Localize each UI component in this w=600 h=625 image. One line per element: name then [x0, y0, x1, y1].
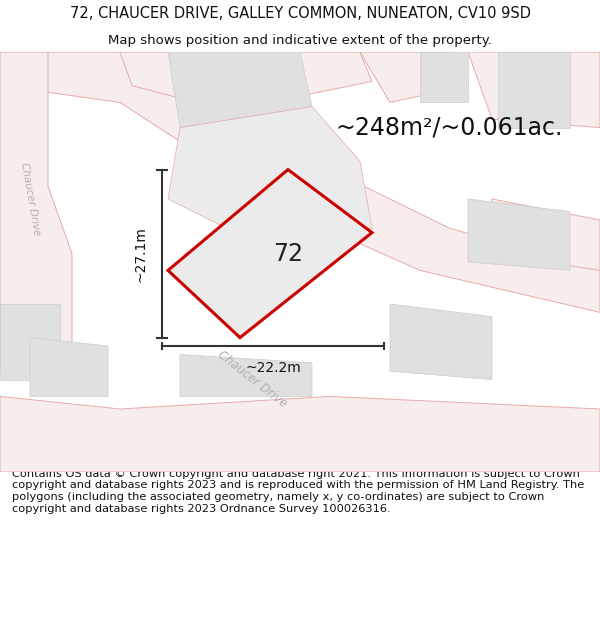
Polygon shape — [492, 199, 600, 271]
Polygon shape — [168, 169, 372, 338]
Text: ~22.2m: ~22.2m — [245, 361, 301, 375]
Polygon shape — [0, 304, 60, 379]
Text: ~27.1m: ~27.1m — [133, 226, 147, 281]
Polygon shape — [0, 396, 600, 472]
Polygon shape — [168, 107, 372, 241]
Polygon shape — [360, 52, 468, 102]
Polygon shape — [498, 52, 570, 127]
Text: Contains OS data © Crown copyright and database right 2021. This information is : Contains OS data © Crown copyright and d… — [12, 469, 584, 514]
Polygon shape — [180, 354, 312, 396]
Text: 72: 72 — [273, 242, 303, 266]
Text: ~248m²/~0.061ac.: ~248m²/~0.061ac. — [336, 116, 563, 139]
Text: Chaucer Drive: Chaucer Drive — [19, 162, 41, 236]
Polygon shape — [0, 52, 600, 472]
Text: Chaucer Drive: Chaucer Drive — [215, 349, 289, 411]
Polygon shape — [0, 52, 72, 367]
Polygon shape — [168, 52, 312, 127]
Polygon shape — [120, 52, 372, 111]
Polygon shape — [468, 199, 570, 271]
Text: 72, CHAUCER DRIVE, GALLEY COMMON, NUNEATON, CV10 9SD: 72, CHAUCER DRIVE, GALLEY COMMON, NUNEAT… — [70, 6, 530, 21]
Polygon shape — [0, 52, 600, 312]
Polygon shape — [420, 52, 468, 102]
Polygon shape — [390, 304, 492, 379]
Text: Map shows position and indicative extent of the property.: Map shows position and indicative extent… — [108, 34, 492, 47]
Polygon shape — [468, 52, 600, 127]
Polygon shape — [30, 338, 108, 396]
